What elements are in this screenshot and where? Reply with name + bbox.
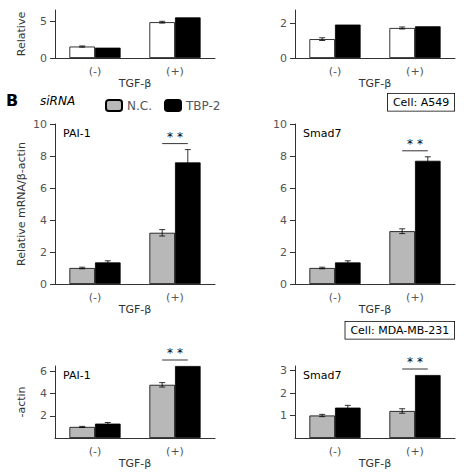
svg-text:* *: * * — [167, 346, 183, 360]
svg-text:2: 2 — [40, 409, 47, 422]
svg-text:2: 2 — [280, 246, 287, 259]
svg-text:TGF-β: TGF-β — [118, 303, 152, 316]
svg-text:(-): (-) — [329, 445, 342, 458]
svg-text:TGF-β: TGF-β — [118, 457, 152, 470]
svg-text:Relative mRNA/β-actin: Relative mRNA/β-actin — [15, 142, 28, 266]
svg-text:TGF-β: TGF-β — [358, 77, 392, 90]
svg-text:Relative: Relative — [15, 12, 28, 57]
svg-text:2: 2 — [40, 246, 47, 259]
svg-text:Smad7: Smad7 — [303, 127, 341, 140]
svg-text:* *: * * — [167, 130, 183, 144]
svg-text:6: 6 — [280, 182, 287, 195]
svg-text:(-): (-) — [89, 291, 102, 304]
svg-text:1: 1 — [280, 409, 287, 422]
svg-text:4: 4 — [280, 214, 287, 227]
svg-text:6: 6 — [40, 365, 47, 378]
svg-text:8: 8 — [40, 150, 47, 163]
svg-text:(+): (+) — [406, 445, 424, 458]
svg-text:0: 0 — [40, 52, 47, 65]
svg-text:(-): (-) — [329, 291, 342, 304]
svg-text:-actin: -actin — [15, 386, 28, 417]
svg-text:TBP-2: TBP-2 — [185, 99, 221, 113]
svg-text:(+): (+) — [166, 65, 184, 78]
svg-text:Cell: MDA-MB-231: Cell: MDA-MB-231 — [350, 324, 449, 337]
svg-text:2: 2 — [280, 17, 287, 30]
svg-text:(+): (+) — [166, 445, 184, 458]
svg-text:(+): (+) — [406, 65, 424, 78]
svg-text:Cell: A549: Cell: A549 — [393, 96, 449, 109]
svg-text:PAI-1: PAI-1 — [63, 369, 91, 382]
svg-text:TGF-β: TGF-β — [118, 77, 152, 90]
svg-text:0: 0 — [40, 278, 47, 291]
svg-text:(+): (+) — [166, 291, 184, 304]
svg-text:0: 0 — [280, 52, 287, 65]
svg-text:8: 8 — [280, 150, 287, 163]
svg-text:10: 10 — [33, 118, 47, 131]
svg-text:B: B — [6, 91, 18, 110]
svg-text:6: 6 — [40, 182, 47, 195]
svg-text:(-): (-) — [89, 65, 102, 78]
svg-text:4: 4 — [40, 387, 47, 400]
svg-text:5: 5 — [40, 15, 47, 28]
svg-text:4: 4 — [40, 214, 47, 227]
svg-text:PAI-1: PAI-1 — [63, 127, 91, 140]
svg-text:0: 0 — [280, 278, 287, 291]
svg-text:* *: * * — [407, 137, 423, 151]
svg-text:Smad7: Smad7 — [303, 369, 341, 382]
svg-text:(-): (-) — [329, 65, 342, 78]
svg-text:2: 2 — [280, 387, 287, 400]
svg-text:siRNA: siRNA — [40, 94, 75, 108]
svg-text:3: 3 — [280, 364, 287, 377]
svg-text:* *: * * — [407, 355, 423, 369]
svg-text:TGF-β: TGF-β — [358, 457, 392, 470]
svg-text:(+): (+) — [406, 291, 424, 304]
svg-text:(-): (-) — [89, 445, 102, 458]
svg-text:10: 10 — [273, 118, 287, 131]
svg-text:N.C.: N.C. — [127, 99, 152, 113]
svg-text:TGF-β: TGF-β — [358, 303, 392, 316]
